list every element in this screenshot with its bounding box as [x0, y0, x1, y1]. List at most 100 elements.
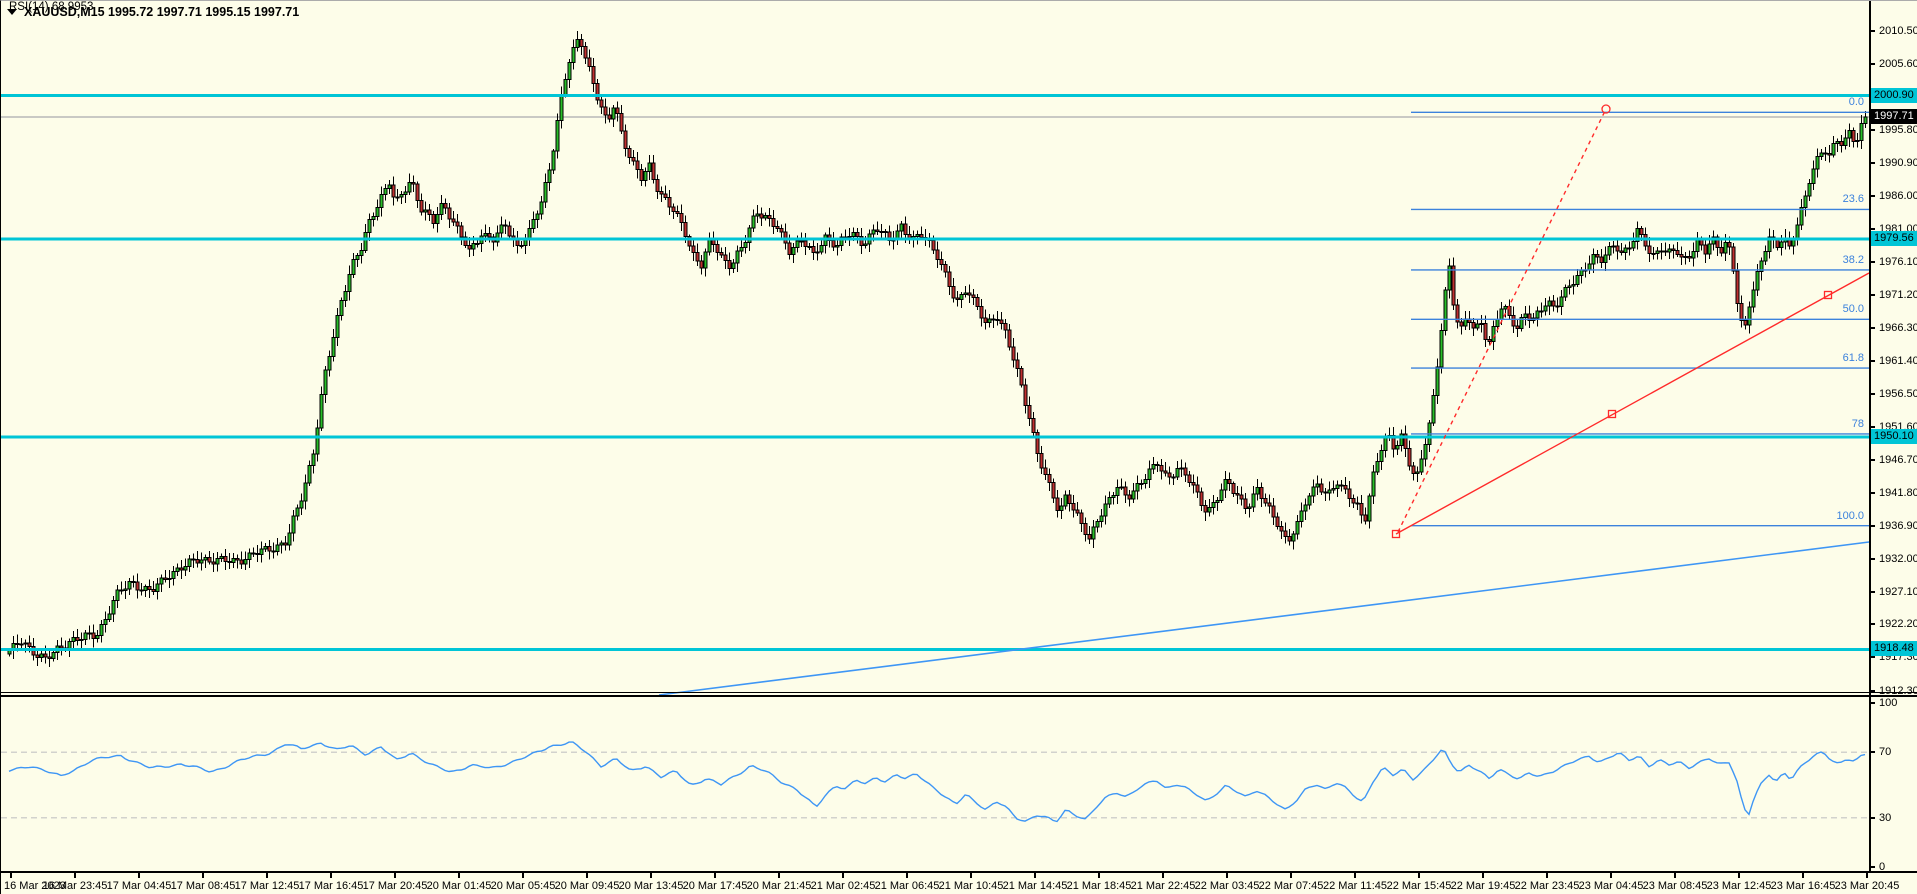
price-axis-tick: [1869, 261, 1875, 264]
time-axis-tick: [330, 873, 332, 878]
time-axis-tick: [1418, 873, 1420, 878]
time-axis-label: 23 Mar 20:45: [1834, 880, 1900, 892]
time-axis-label: 17 Mar 12:45: [234, 880, 300, 892]
rsi-axis-tick: [1869, 816, 1875, 819]
price-level-tag: 1979.56: [1871, 230, 1917, 246]
price-axis-label: 1936.90: [1879, 519, 1917, 532]
price-axis-label: 1986.00: [1879, 189, 1917, 202]
price-axis-label: 1946.70: [1879, 453, 1917, 466]
time-axis-tick: [266, 873, 268, 878]
fib-level-label: 61.8: [1842, 352, 1864, 365]
time-axis-label: 22 Mar 19:45: [1450, 880, 1516, 892]
time-axis-tick: [522, 873, 524, 878]
rsi-line: [8, 741, 1866, 823]
time-axis-label: 21 Mar 02:45: [810, 880, 876, 892]
price-axis-label: 1922.20: [1879, 618, 1917, 631]
time-axis-tick: [1546, 873, 1548, 878]
price-level-tag: 2000.90: [1871, 87, 1917, 103]
time-axis-label: 20 Mar 09:45: [554, 880, 620, 892]
time-axis-tick: [1354, 873, 1356, 878]
price-axis-label: 2010.50: [1879, 25, 1917, 37]
time-axis-tick: [10, 873, 12, 878]
time-axis-tick: [650, 873, 652, 878]
time-axis-label: 23 Mar 08:45: [1642, 880, 1708, 892]
price-axis-tick: [1869, 228, 1875, 231]
red-dashed-line[interactable]: [1397, 108, 1607, 533]
time-axis-label: 22 Mar 23:45: [1514, 880, 1580, 892]
time-axis-tick: [138, 873, 140, 878]
time-axis-tick: [1866, 873, 1868, 878]
price-axis-tick: [1869, 392, 1875, 395]
time-axis-label: 23 Mar 12:45: [1706, 880, 1772, 892]
time-axis-label: 16 Mar 23:45: [42, 880, 108, 892]
price-axis-label: 1927.10: [1879, 585, 1917, 598]
symbol-title-bar: XAUUSD,M15 1995.72 1997.71 1995.15 1997.…: [7, 5, 299, 19]
price-axis-tick: [1869, 623, 1875, 626]
price-axis-tick: [1869, 30, 1875, 32]
fib-level-label: 78: [1851, 417, 1864, 430]
time-axis-tick: [778, 873, 780, 878]
current-price-tag: 1997.71: [1871, 108, 1917, 124]
time-axis-label: 23 Mar 04:45: [1578, 880, 1644, 892]
time-axis-label: 20 Mar 17:45: [682, 880, 748, 892]
main-rsi-separator[interactable]: [1, 695, 1917, 697]
time-axis-tick: [1802, 873, 1804, 878]
time-axis-label: 17 Mar 16:45: [298, 880, 364, 892]
price-axis-tick: [1869, 327, 1875, 330]
time-axis-label: 22 Mar 03:45: [1194, 880, 1260, 892]
trendline-anchor-square[interactable]: [1391, 529, 1401, 539]
price-axis-label: 1966.30: [1879, 322, 1917, 335]
blue-trendline[interactable]: [658, 541, 1870, 696]
time-axis-label: 20 Mar 01:45: [426, 880, 492, 892]
time-axis-tick: [1610, 873, 1612, 878]
time-axis-label: 21 Mar 18:45: [1066, 880, 1132, 892]
price-axis-label: 1912.30: [1879, 685, 1917, 697]
time-axis-tick: [1674, 873, 1676, 878]
time-axis-tick: [1290, 873, 1292, 878]
price-axis-tick: [1869, 656, 1875, 659]
time-axis-tick: [458, 873, 460, 878]
time-axis-label: 20 Mar 21:45: [746, 880, 812, 892]
fib-level-label: 23.6: [1842, 193, 1864, 206]
time-axis-tick: [842, 873, 844, 878]
symbol-title: XAUUSD,M15 1995.72 1997.71 1995.15 1997.…: [24, 5, 300, 19]
price-axis-label: 1976.10: [1879, 256, 1917, 269]
price-axis-tick: [1869, 360, 1875, 362]
candle-wicks-layer: [9, 30, 1866, 667]
rsi-axis-tick: [1869, 866, 1875, 868]
price-axis-tick: [1869, 62, 1875, 65]
time-axis-tick: [1482, 873, 1484, 878]
time-axis-label: 21 Mar 06:45: [874, 880, 940, 892]
time-axis-tick: [74, 873, 76, 878]
price-axis-line: [1869, 1, 1871, 871]
time-axis-label: 21 Mar 22:45: [1130, 880, 1196, 892]
price-axis-label: 1971.20: [1879, 289, 1917, 302]
trendline-anchor-square[interactable]: [1607, 409, 1617, 419]
rsi-axis-label: 100: [1879, 697, 1898, 709]
time-axis-line: [1, 871, 1917, 873]
rsi-axis-tick: [1869, 751, 1875, 754]
time-axis-label: 20 Mar 05:45: [490, 880, 556, 892]
main-rsi-separator-top: [1, 692, 1917, 693]
price-axis-tick: [1869, 294, 1875, 297]
price-axis-tick: [1869, 690, 1875, 692]
time-axis-label: 22 Mar 07:45: [1258, 880, 1324, 892]
rsi-indicator-label: RSI(14) 68.9953: [9, 1, 94, 13]
dashed-line-anchor-circle[interactable]: [1601, 104, 1611, 114]
fib-level-label: 38.2: [1842, 253, 1864, 266]
rsi-axis-label: 30: [1879, 811, 1892, 824]
symbol-dropdown-icon[interactable]: [7, 9, 17, 15]
time-axis-label: 21 Mar 10:45: [938, 880, 1004, 892]
price-axis-tick: [1869, 194, 1875, 197]
time-axis-tick: [970, 873, 972, 878]
time-axis-tick: [1098, 873, 1100, 878]
trendline-anchor-square[interactable]: [1823, 290, 1833, 300]
rsi-axis-label: 0: [1879, 861, 1886, 873]
time-axis-label: 21 Mar 14:45: [1002, 880, 1068, 892]
red-trendline[interactable]: [1395, 272, 1870, 535]
time-axis-label: 23 Mar 16:45: [1770, 880, 1836, 892]
time-axis-tick: [1738, 873, 1740, 878]
time-axis-tick: [906, 873, 908, 878]
